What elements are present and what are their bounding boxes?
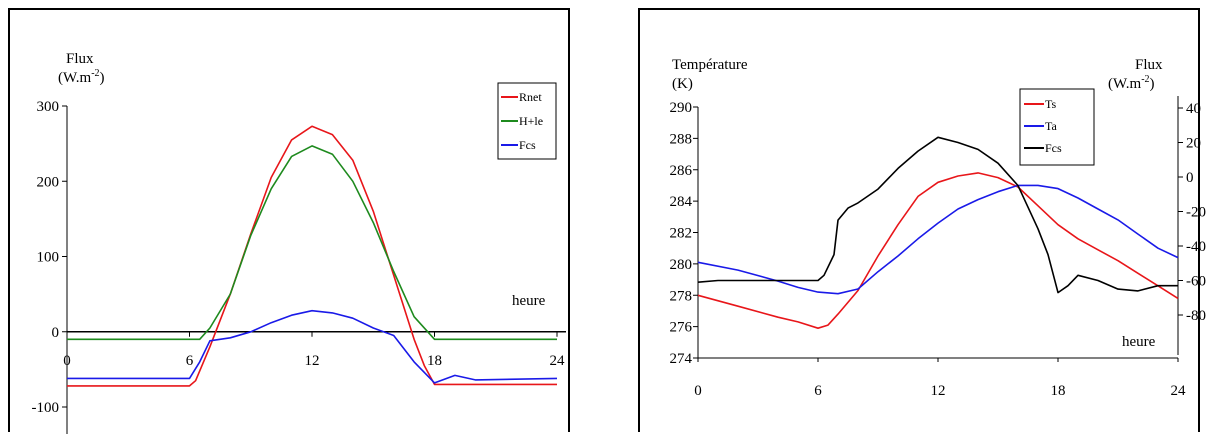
legend: Ts Ta Fcs	[1019, 88, 1095, 166]
y-left-axis-title: Température	[672, 57, 748, 73]
y-left-axis-unit: (K)	[672, 76, 693, 92]
y-right-tick-label: -80	[1186, 308, 1206, 324]
y-right-tick-label: -40	[1186, 239, 1206, 255]
y-tick-label: 0	[52, 325, 60, 341]
chart-panel-temperature: Température (K) Flux (W.m-2) heure 290 28…	[638, 8, 1207, 432]
series-line-rnet	[67, 125, 557, 387]
y-right-tick-label: 0	[1186, 170, 1194, 186]
x-tick-label: 6	[186, 353, 194, 369]
x-tick-label: 0	[694, 383, 702, 399]
y-left-tick-label: 290	[670, 100, 693, 116]
chart-panel-flux: Flux (W.m-2) heure 300 200 100 0 -100 0 6 12 18 2…	[8, 8, 570, 434]
y-left-tick-label: 282	[670, 226, 693, 242]
series-line-fcs	[697, 136, 1178, 294]
x-tick-label: 18	[427, 353, 442, 369]
series-line-ta	[697, 184, 1179, 295]
y-right-axis-unit: (W.m-2)	[1108, 74, 1155, 92]
legend-label: H+le	[519, 114, 543, 128]
series-line-h-le	[67, 145, 557, 341]
x-tick-label: 24	[550, 353, 566, 369]
y-axis-title: Flux	[66, 51, 94, 67]
y-axis-unit: (W.m-2)	[58, 68, 105, 86]
legend: Rnet H+le Fcs	[497, 82, 557, 160]
x-tick-label: 0	[63, 353, 71, 369]
y-right-axis-title: Flux	[1135, 57, 1163, 73]
legend-label: Ts	[1045, 97, 1056, 111]
y-right-tick-label: 20	[1186, 136, 1201, 152]
y-tick-label: 200	[37, 174, 60, 190]
x-tick-label: 12	[931, 383, 946, 399]
y-left-tick-label: 278	[670, 288, 693, 304]
y-left-tick-label: 286	[670, 163, 693, 179]
x-tick-label: 18	[1051, 383, 1066, 399]
y-tick-label: 100	[37, 250, 60, 266]
x-tick-label: 12	[305, 353, 320, 369]
y-tick-label: -100	[32, 400, 60, 416]
y-left-tick-label: 276	[670, 320, 693, 336]
y-right-tick-label: 40	[1186, 101, 1201, 117]
legend-label: Ta	[1045, 119, 1057, 133]
y-left-tick-label: 284	[670, 194, 693, 210]
series-line-fcs	[67, 309, 558, 384]
temperature-chart-svg: Température (K) Flux (W.m-2) heure 290 28…	[670, 57, 1207, 399]
legend-label: Fcs	[1045, 141, 1062, 155]
legend-label: Rnet	[519, 90, 542, 104]
legend-label: Fcs	[519, 138, 536, 152]
flux-chart-svg: Flux (W.m-2) heure 300 200 100 0 -100 0 6 12 18 2…	[32, 51, 566, 434]
y-left-tick-label: 288	[670, 131, 693, 147]
x-axis-title: heure	[1122, 334, 1156, 350]
series-line-ts	[697, 172, 1179, 330]
y-left-tick-label: 274	[670, 351, 693, 367]
x-axis-title: heure	[512, 293, 546, 309]
y-left-tick-label: 280	[670, 257, 693, 273]
x-tick-label: 24	[1171, 383, 1187, 399]
y-right-tick-label: -20	[1186, 205, 1206, 221]
y-right-tick-label: -60	[1186, 274, 1206, 290]
y-tick-label: 300	[37, 99, 60, 115]
x-tick-label: 6	[814, 383, 822, 399]
